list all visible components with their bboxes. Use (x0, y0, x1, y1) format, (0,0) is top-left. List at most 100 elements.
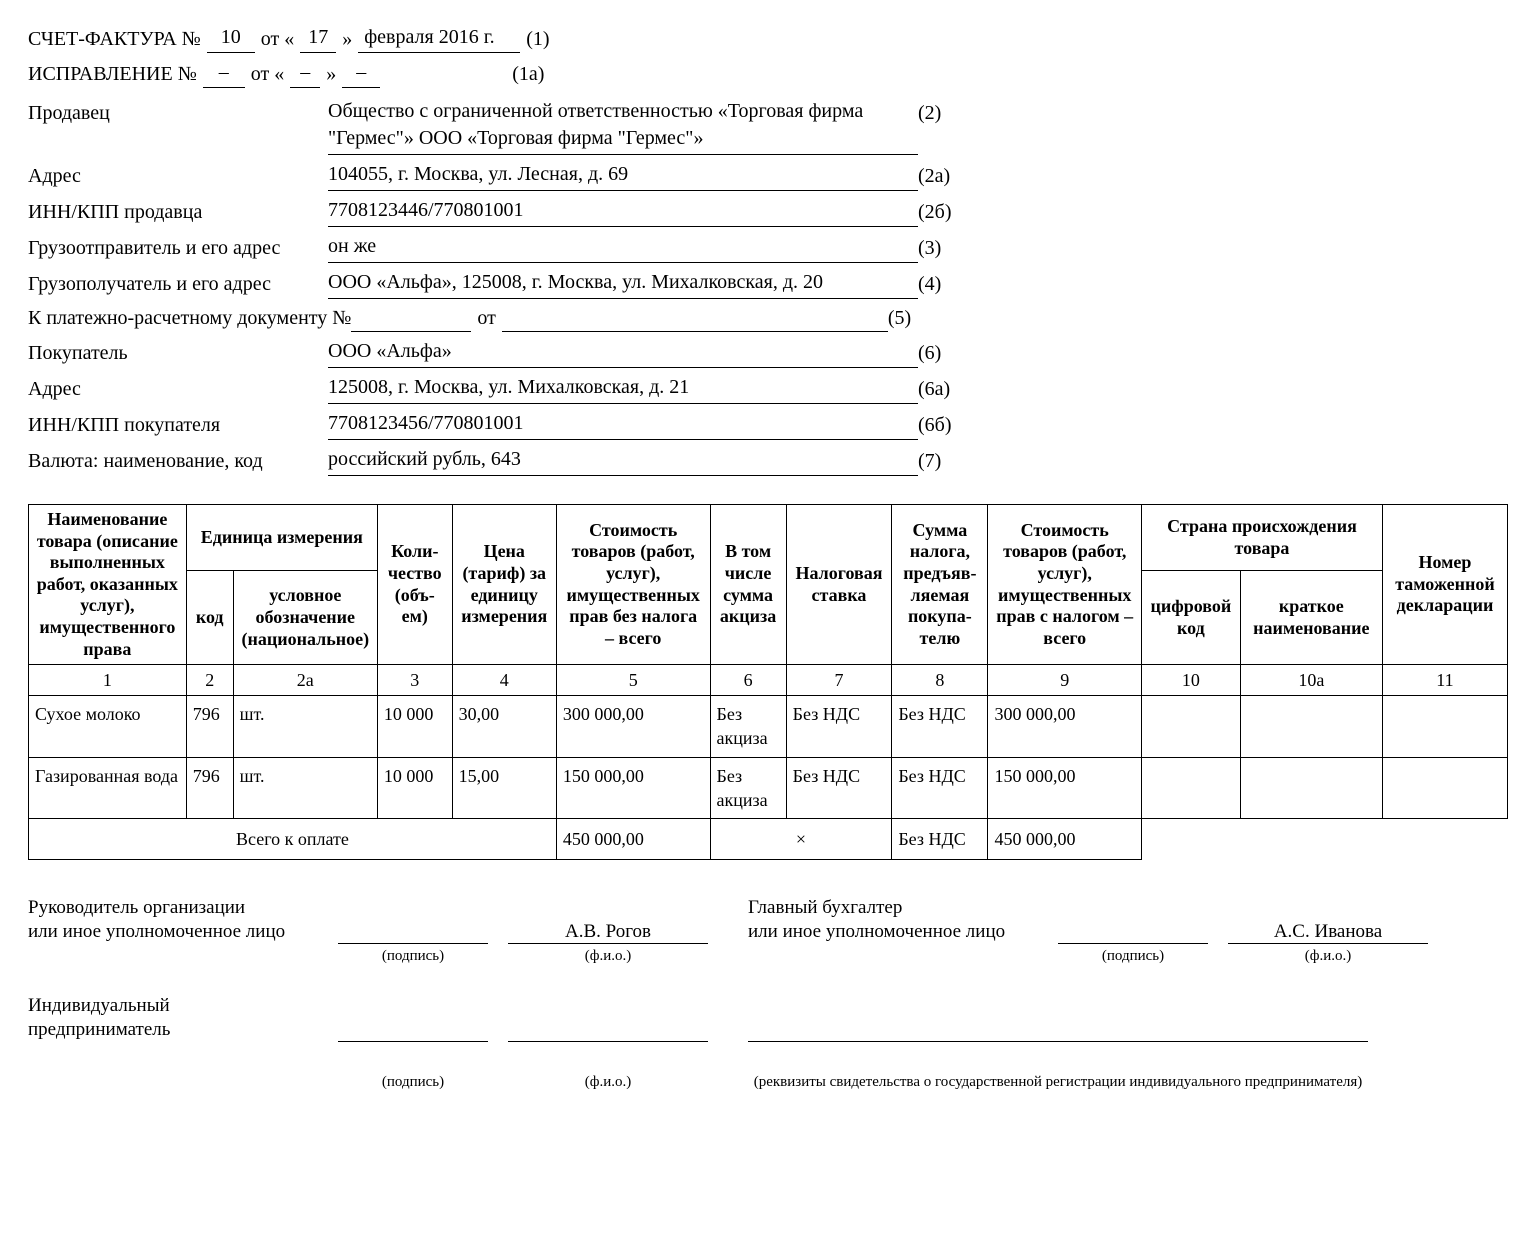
cell-unit-name: шт. (233, 757, 377, 819)
cell-name: Газированная вода (29, 757, 187, 819)
info-value: 104055, г. Москва, ул. Лесная, д. 69 (328, 161, 918, 191)
info-label: Адрес (28, 374, 328, 403)
th-tax: Сумма налога, предъяв- ляемая покупа- те… (892, 505, 988, 665)
cell-unit-name: шт. (233, 696, 377, 758)
cell-qty: 10 000 (377, 757, 452, 819)
total-blank (1240, 819, 1382, 860)
info-code: (2) (918, 98, 978, 127)
info-block: Продавец Общество с ограниченной ответст… (28, 98, 1508, 476)
info-label: ИНН/КПП покупателя (28, 410, 328, 439)
corr-prefix: ИСПРАВЛЕНИЕ № (28, 61, 197, 88)
column-number-row: 1 2 2а 3 4 5 6 7 8 9 10 10а 11 (29, 665, 1508, 696)
info-value: ООО «Альфа» (328, 338, 918, 368)
th-rate: Налоговая ставка (786, 505, 892, 665)
payment-ot: от (471, 305, 501, 332)
info-value: он же (328, 233, 918, 263)
info-label: Грузоотправитель и его адрес (28, 233, 328, 262)
sig-caption-sign: (подпись) (1058, 946, 1208, 966)
payment-code: (5) (888, 305, 948, 332)
info-row: Валюта: наименование, код российский руб… (28, 446, 1508, 476)
sig-caption-fio: (ф.и.о.) (508, 946, 708, 966)
th-name: Наименование товара (описание выполненны… (29, 505, 187, 665)
line1-code: (1) (526, 26, 549, 53)
colnum: 5 (556, 665, 710, 696)
total-mult: × (710, 819, 892, 860)
cell-origin-name (1240, 757, 1382, 819)
info-value: 7708123446/770801001 (328, 197, 918, 227)
signature-captions-2: (подпись) (ф.и.о.) (реквизиты свидетельс… (28, 1070, 1508, 1092)
cell-origin-name (1240, 696, 1382, 758)
cell-price: 30,00 (452, 696, 556, 758)
colnum: 3 (377, 665, 452, 696)
cell-tax: Без НДС (892, 757, 988, 819)
cell-tax: Без НДС (892, 696, 988, 758)
invoice-day: 17 (300, 24, 336, 53)
cell-unit-code: 796 (186, 757, 233, 819)
sig-title-2: Главный бухгалтер или иное уполномоченно… (748, 896, 1058, 944)
cell-price: 15,00 (452, 757, 556, 819)
info-code: (2б) (918, 197, 978, 226)
th-decl: Номер таможенной декларации (1382, 505, 1507, 665)
cell-decl (1382, 696, 1507, 758)
info-row: ИНН/КПП продавца 7708123446/770801001 (2… (28, 197, 1508, 227)
info-row: Грузоотправитель и его адрес он же (3) (28, 233, 1508, 263)
info-row: Адрес 125008, г. Москва, ул. Михалковска… (28, 374, 1508, 404)
colnum: 8 (892, 665, 988, 696)
payment-date-underline (502, 309, 888, 332)
signature-row-2: Индивидуальный предприниматель (28, 994, 1508, 1042)
th-sum-tax: Стоимость товаров (работ, услуг), имущес… (988, 505, 1142, 665)
corr-code: (1а) (512, 61, 544, 88)
total-blank (1382, 819, 1507, 860)
total-row: Всего к оплате 450 000,00 × Без НДС 450 … (29, 819, 1508, 860)
invoice-month-year: февраля 2016 г. (358, 24, 520, 53)
sig-line-signature-ip (338, 1017, 488, 1042)
info-row: Грузополучатель и его адрес ООО «Альфа»,… (28, 269, 1508, 299)
text-ot: от « (261, 26, 294, 53)
payment-no-underline (351, 309, 471, 332)
total-tax: Без НДС (892, 819, 988, 860)
sig-line-fio-ip (508, 1017, 708, 1042)
colnum: 10 (1142, 665, 1241, 696)
colnum: 11 (1382, 665, 1507, 696)
total-sum-tax: 450 000,00 (988, 819, 1142, 860)
cell-sum-tax: 150 000,00 (988, 757, 1142, 819)
total-sum-notax: 450 000,00 (556, 819, 710, 860)
table-row: Сухое молоко 796 шт. 10 000 30,00 300 00… (29, 696, 1508, 758)
corr-month: – (342, 59, 380, 88)
items-table: Наименование товара (описание выполненны… (28, 504, 1508, 860)
corr-number: – (203, 59, 245, 88)
table-row: Газированная вода 796 шт. 10 000 15,00 1… (29, 757, 1508, 819)
cell-sum-tax: 300 000,00 (988, 696, 1142, 758)
sig-caption-sign: (подпись) (338, 946, 488, 966)
cell-origin-code (1142, 696, 1241, 758)
info-row-payment: К платежно-расчетному документу № от (5) (28, 305, 1508, 332)
invoice-number: 10 (207, 24, 255, 53)
colnum: 2а (233, 665, 377, 696)
sig-title-1: Руководитель организации или иное уполно… (28, 896, 338, 944)
colnum: 1 (29, 665, 187, 696)
text-ot2: от « (251, 61, 284, 88)
info-code: (7) (918, 446, 978, 475)
cell-origin-code (1142, 757, 1241, 819)
corr-day: – (290, 59, 320, 88)
title-prefix: СЧЕТ-ФАКТУРА № (28, 26, 201, 53)
sig-line-signature-2 (1058, 919, 1208, 944)
signature-captions-1: (подпись) (ф.и.о.) (подпись) (ф.и.о.) (28, 944, 1508, 966)
th-excise: В том числе сумма акциза (710, 505, 786, 665)
th-unit-name: условное обозначение (национальное) (233, 571, 377, 665)
sig-title-ip: Индивидуальный предприниматель (28, 994, 338, 1042)
info-value: 7708123456/770801001 (328, 410, 918, 440)
cell-decl (1382, 757, 1507, 819)
cell-rate: Без НДС (786, 757, 892, 819)
sig-caption-ip: (реквизиты свидетельства о государственн… (748, 1072, 1368, 1092)
info-row: ИНН/КПП покупателя 7708123456/770801001 … (28, 410, 1508, 440)
info-label: Покупатель (28, 338, 328, 367)
info-code: (6) (918, 338, 978, 367)
th-qty: Коли- чество (объ- ем) (377, 505, 452, 665)
sig-caption-sign: (подпись) (338, 1072, 488, 1092)
info-code: (3) (918, 233, 978, 262)
sig-line-signature-1 (338, 919, 488, 944)
info-code: (6а) (918, 374, 978, 403)
cell-name: Сухое молоко (29, 696, 187, 758)
signatures-block: Руководитель организации или иное уполно… (28, 896, 1508, 1092)
